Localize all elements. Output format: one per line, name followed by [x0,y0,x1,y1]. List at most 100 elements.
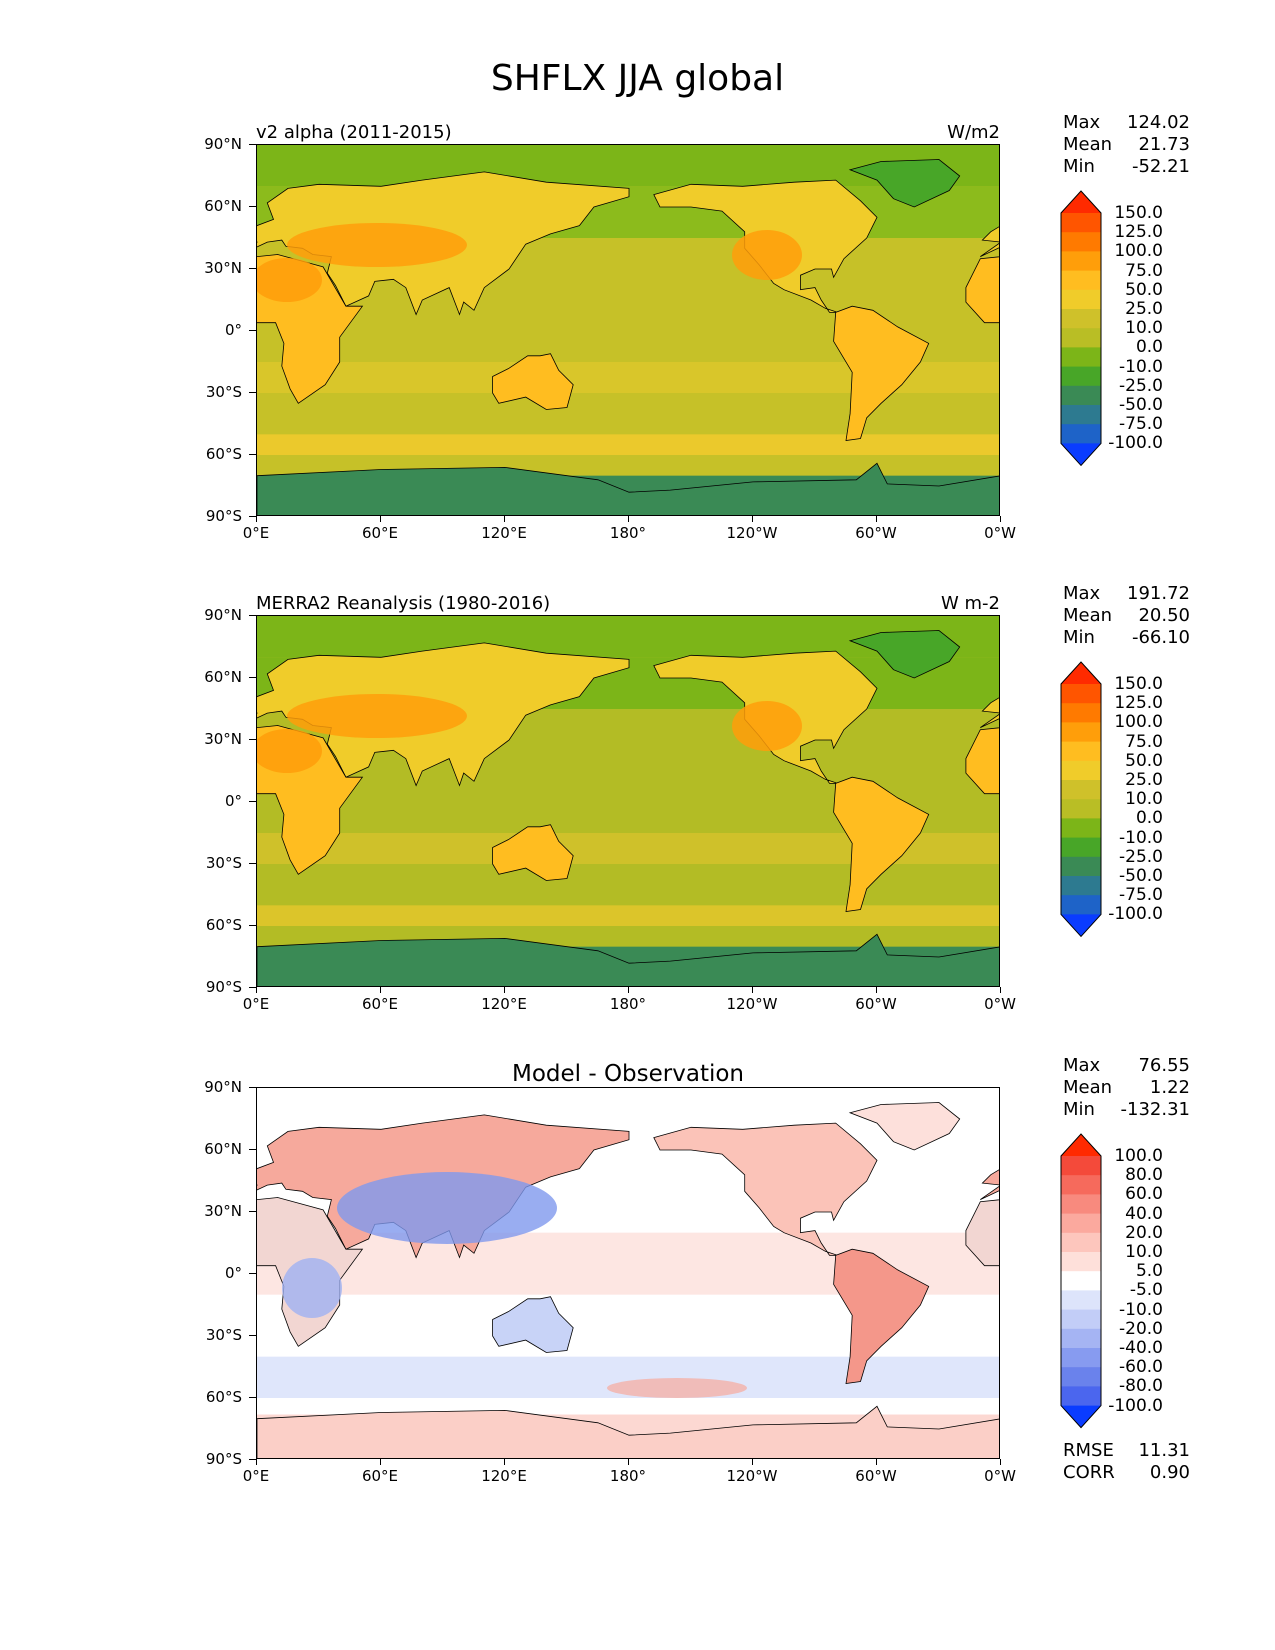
lon-tick [876,516,877,522]
lon-tick-label: 180° [609,995,647,1013]
colorbar-tick-label: 25.0 [1125,770,1163,790]
colorbar-extend-max [1061,1134,1101,1156]
colorbar-bin [1061,405,1101,425]
colorbar-tick-label: 60.0 [1125,1184,1163,1205]
lon-tick [1000,1459,1001,1465]
colorbar-bin [1061,1213,1101,1234]
hot-region-asia [287,223,467,267]
mean-label: Mean [1063,1077,1113,1098]
lat-tick [249,615,256,616]
lat-tick-label: 30°N [204,259,242,277]
panel-left-title: MERRA2 Reanalysis (1980-2016) [256,593,551,614]
mean-label: Mean [1063,134,1113,155]
mean-value: 1.22 [1149,1077,1190,1098]
colorbar-tick-label: 25.0 [1125,299,1163,319]
lat-tick [249,1459,256,1460]
colorbar-bin [1061,309,1101,329]
lat-tick-label: 0° [224,1264,242,1282]
lat-tick [249,925,256,926]
colorbar-bin [1061,799,1101,819]
lat-tick-label: 30°S [205,383,242,401]
landmass-samerica [833,305,930,441]
colorbar-tick-label: -50.0 [1119,866,1163,886]
colorbar-tick-label: 125.0 [1114,693,1163,714]
landmass-antarctica [257,1405,999,1458]
hot-region-sahara [257,258,322,302]
colorbar-bin [1061,895,1101,915]
lon-tick [504,516,505,522]
cold-anomaly-asia [337,1172,557,1244]
lon-tick [1000,516,1001,522]
colorbar-bin [1061,760,1101,781]
lat-tick [249,1149,256,1150]
landmass-samerica [833,1248,930,1384]
warm-anomaly-pacific [607,1378,747,1398]
lon-tick-label: 120°E [481,995,527,1013]
lon-tick-label: 60°E [361,1467,399,1485]
colorbar-tick-label: -5.0 [1129,1280,1163,1301]
colorbar-extend-min [1061,1405,1101,1428]
colorbar-bin [1061,1271,1101,1291]
lat-tick-label: 90°S [205,507,242,525]
panel-model: v2 alpha (2011-2015) W/m2 Max 124.02 Mean… [0,112,1275,562]
lon-tick [504,987,505,993]
colorbar-extend-min [1061,443,1101,466]
colorbar-bin [1061,289,1101,310]
colorbar-bin [1061,213,1101,233]
metrics-box: RMSE 11.31 CORR 0.90 [1063,1440,1190,1484]
lat-tick-label: 90°N [204,135,242,153]
colorbar-bin [1061,780,1101,800]
colorbar-bin [1061,1252,1101,1272]
hot-region-namerica [732,701,802,751]
colorbar-tick-label: 100.0 [1114,241,1163,262]
colorbar-extend-max [1061,191,1101,213]
colorbar-tick-label: -40.0 [1119,1338,1163,1358]
colorbar-tick-label: -10.0 [1119,356,1163,377]
southern-ocean-band [257,434,999,455]
min-value: -132.31 [1120,1099,1190,1120]
colorbar-bin [1061,722,1101,743]
lat-tick-label: 90°N [204,1078,242,1096]
colorbar-tick-label: -25.0 [1119,846,1163,867]
colorbar-bin [1061,1309,1101,1330]
lon-tick-label: 120°E [481,1467,527,1485]
lon-tick-label: 60°W [855,1467,897,1485]
colorbar-bin [1061,366,1101,387]
colorbar-bin [1061,347,1101,368]
colorbar-bin [1061,1290,1101,1311]
colorbar-tick-label: -10.0 [1119,827,1163,848]
colorbar-bin [1061,818,1101,839]
lat-tick-label: 0° [224,321,242,339]
southern-ocean-band [257,905,999,926]
colorbar [1060,1133,1102,1433]
colorbar-tick-label: 50.0 [1125,750,1163,771]
lon-tick-label: 60°W [855,995,897,1013]
landmass-eurasia [980,1169,999,1200]
lon-tick-label: 0°E [242,524,270,542]
landmass-namerica [653,1122,878,1256]
colorbar-tick-label: 0.0 [1135,808,1163,829]
lat-tick-label: 60°N [204,1140,242,1158]
stats-box: Max 191.72 Mean 20.50 Min -66.10 [1063,583,1190,649]
mean-label: Mean [1063,605,1113,626]
max-value: 124.02 [1127,112,1190,133]
lon-tick-label: 0°E [242,995,270,1013]
colorbar-bin [1061,1328,1101,1349]
lat-tick [249,1397,256,1398]
landmass-africa [965,256,999,324]
map-plot [256,615,1000,987]
lon-tick-label: 120°W [726,1467,778,1485]
min-label: Min [1063,156,1095,177]
map-field-svg [257,145,999,515]
colorbar-tick-label: 50.0 [1125,279,1163,300]
colorbar-extend-max [1061,662,1101,684]
max-label: Max [1063,583,1101,604]
colorbar-tick-label: -75.0 [1119,414,1163,435]
lat-tick [249,1273,256,1274]
figure-title: SHFLX JJA global [490,58,785,99]
lon-tick [876,987,877,993]
lat-tick [249,677,256,678]
landmass-greenland [848,630,961,679]
colorbar-tick-label: 150.0 [1114,203,1163,223]
lon-tick [628,516,629,522]
